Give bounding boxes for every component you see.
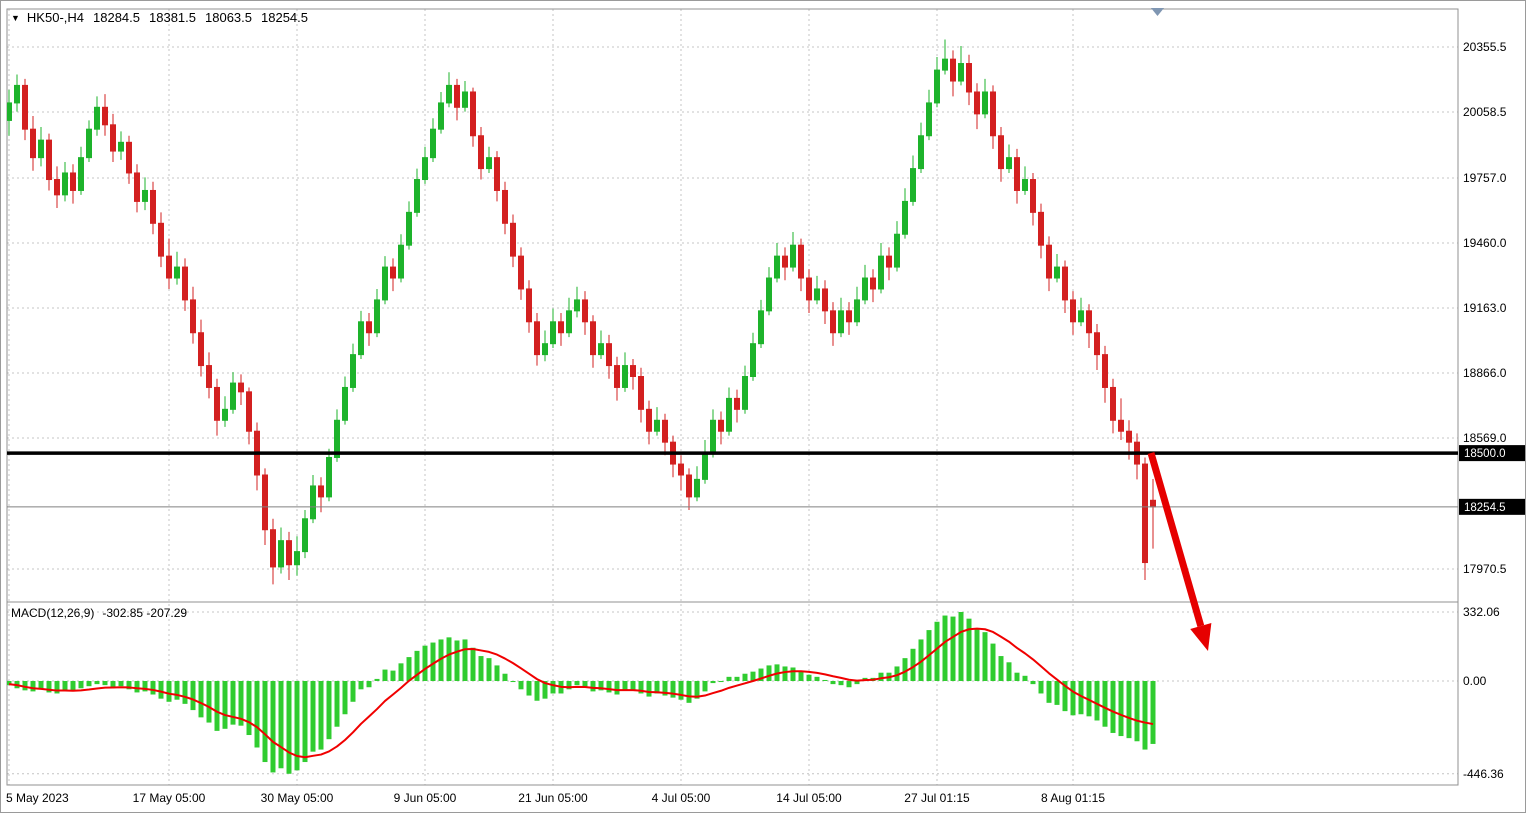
time-axis-label: 5 May 2023	[6, 791, 69, 805]
time-axis-label: 4 Jul 05:00	[652, 791, 711, 805]
symbol-dropdown-icon[interactable]: ▼	[11, 12, 20, 23]
price-axis-label: 18569.0	[1463, 431, 1507, 445]
macd-panel-frame	[6, 601, 1459, 786]
time-axis-label: 14 Jul 05:00	[776, 791, 842, 805]
time-axis-label: 30 May 05:00	[261, 791, 334, 805]
price-axis-label: 19460.0	[1463, 236, 1507, 250]
time-axis[interactable]: 5 May 2023 17 May 05:00 30 May 05:00 9 Jun …	[6, 791, 1105, 805]
price-axis-label: 19163.0	[1463, 301, 1507, 315]
chart-shift-marker[interactable]	[1151, 8, 1164, 16]
price-axis-label: 18866.0	[1463, 366, 1507, 380]
candles-layer	[7, 39, 1156, 585]
svg-text:18500.0: 18500.0	[1464, 448, 1506, 460]
macd-axis-label: 332.06	[1463, 605, 1500, 619]
time-axis-label: 17 May 05:00	[133, 791, 206, 805]
time-axis-label: 21 Jun 05:00	[518, 791, 588, 805]
macd-signal-line	[8, 627, 1154, 759]
time-axis-label: 9 Jun 05:00	[394, 791, 457, 805]
price-axis-label: 20058.5	[1463, 105, 1507, 119]
macd-axis-label: 0.00	[1463, 674, 1487, 688]
price-axis[interactable]: 20355.5 20058.5 19757.0 19460.0 19163.0 18866…	[1459, 40, 1526, 781]
support-price-badge: 18500.0	[1459, 445, 1525, 462]
price-axis-label: 17970.5	[1463, 562, 1507, 576]
macd-axis-label: -446.36	[1463, 767, 1504, 781]
current-price-badge: 18254.5	[1459, 498, 1525, 515]
time-axis-label: 8 Aug 01:15	[1041, 791, 1105, 805]
time-axis-label: 27 Jul 01:15	[904, 791, 970, 805]
svg-text:18254.5: 18254.5	[1464, 502, 1506, 514]
trend-arrow[interactable]	[1147, 452, 1212, 651]
price-axis-label: 20355.5	[1463, 40, 1507, 54]
price-axis-label: 19757.0	[1463, 171, 1507, 185]
